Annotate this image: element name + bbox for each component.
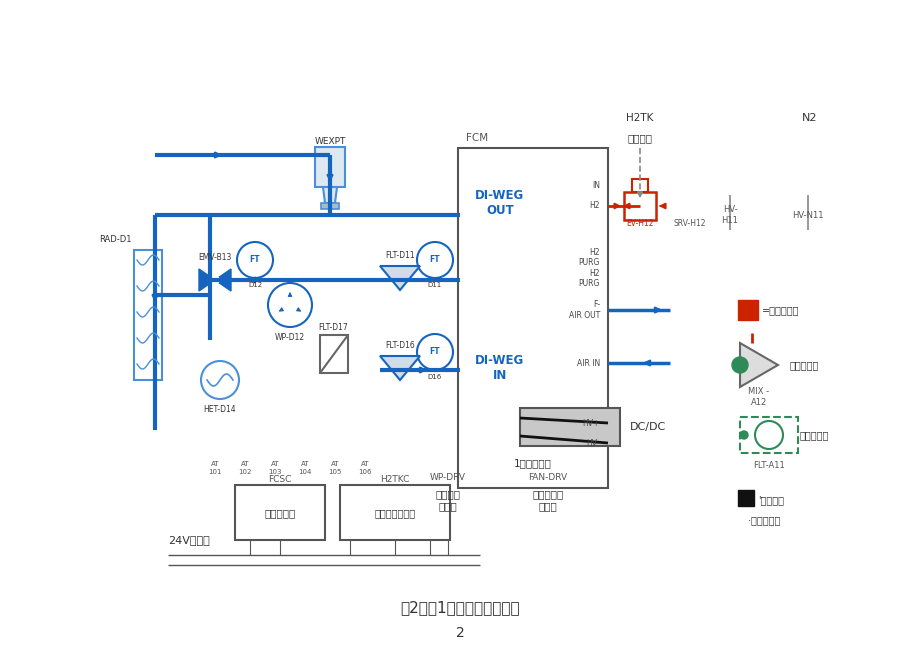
Text: 图2车用1号电堆系统系统图: 图2车用1号电堆系统系统图 [400,601,519,616]
Text: WEXPT: WEXPT [314,138,346,146]
Text: FCM: FCM [466,133,488,143]
Bar [340,485,449,540]
Text: FLT-D11: FLT-D11 [385,252,414,261]
Text: AT
105: AT 105 [328,462,341,474]
Text: 氢气瓶组: 氢气瓶组 [627,133,652,143]
Text: HV-: HV- [586,439,599,447]
Text: 1号电堆模块: 1号电堆模块 [514,458,551,468]
Polygon shape [323,187,336,203]
Text: F-
AIR OUT: F- AIR OUT [568,300,599,320]
Bar [234,485,324,540]
Text: HV-N11: HV-N11 [791,211,823,220]
Bar [623,192,655,220]
Text: =氢气排放口: =氢气排放口 [761,305,799,315]
Text: AT
104: AT 104 [298,462,312,474]
Text: HV-
H11: HV- H11 [720,205,738,225]
Text: MIX -
A12: MIX - A12 [748,387,768,407]
Polygon shape [314,147,345,187]
Text: DI-WEG
IN: DI-WEG IN [475,354,524,382]
Text: H2TKC: H2TKC [380,476,409,484]
Text: D16: D16 [427,374,442,380]
Circle shape [416,334,452,370]
Text: '去动力高: '去动力高 [757,495,783,505]
Text: WP-DRV: WP-DRV [429,473,466,482]
Text: D12: D12 [247,282,262,288]
Polygon shape [380,266,420,290]
Text: AT
103: AT 103 [268,462,281,474]
Bar [321,203,338,209]
Text: 空气排放口: 空气排放口 [789,360,819,370]
Polygon shape [380,356,420,380]
Text: DI-WEG
OUT: DI-WEG OUT [475,189,524,217]
Polygon shape [739,343,777,387]
Text: WP-D12: WP-D12 [275,333,305,341]
Text: FT: FT [249,255,260,265]
Bar [458,148,607,488]
Text: RAD-D1: RAD-D1 [99,235,131,244]
Text: FLT-D16: FLT-D16 [385,341,414,350]
Bar [631,179,647,192]
Bar [134,250,162,380]
Text: EMV-B13: EMV-B13 [199,254,232,263]
Bar [320,335,347,373]
Text: AT
101: AT 101 [208,462,221,474]
Circle shape [732,357,747,373]
Polygon shape [199,269,215,291]
Text: 系统控制器: 系统控制器 [264,508,295,518]
Text: HV+: HV+ [582,419,599,428]
Text: N2: N2 [801,113,817,123]
Text: 氢气瓶组控制器: 氢气瓶组控制器 [374,508,415,518]
Bar [739,417,797,453]
Text: H2
PURG
H2
PURG: H2 PURG H2 PURG [578,248,599,288]
Polygon shape [215,269,231,291]
Text: 空气进气口: 空气进气口 [800,430,828,440]
Text: 2: 2 [455,626,464,640]
Text: DC/DC: DC/DC [630,422,665,432]
Text: AT
106: AT 106 [357,462,371,474]
Text: SRV-H12: SRV-H12 [673,220,706,229]
Text: FLT-D17: FLT-D17 [318,322,347,332]
Text: 24V蓄电池: 24V蓄电池 [168,535,210,545]
Text: EV-H12: EV-H12 [626,220,653,229]
Circle shape [267,283,312,327]
Text: IN: IN [591,181,599,190]
Text: H2: H2 [589,202,599,211]
Text: FT: FT [429,348,440,356]
Text: 散热器风扇
调速器: 散热器风扇 调速器 [532,489,563,511]
Text: 循环水泵
调速器: 循环水泵 调速器 [435,489,460,511]
Bar [737,490,754,506]
Bar [519,408,619,446]
Text: D11: D11 [427,282,442,288]
Text: FLT-A11: FLT-A11 [753,460,784,469]
Text: FAN-DRV: FAN-DRV [528,473,567,482]
Text: AIR IN: AIR IN [576,359,599,367]
Bar [737,300,757,320]
Circle shape [200,361,239,399]
Text: ·一压配电箱: ·一压配电箱 [747,515,779,525]
Circle shape [739,431,747,439]
Text: H2TK: H2TK [626,113,653,123]
Circle shape [237,242,273,278]
Text: FCSC: FCSC [268,476,291,484]
Circle shape [210,276,219,284]
Text: AT
102: AT 102 [238,462,252,474]
Text: FT: FT [429,255,440,265]
Circle shape [416,242,452,278]
Text: HET-D14: HET-D14 [203,406,236,415]
